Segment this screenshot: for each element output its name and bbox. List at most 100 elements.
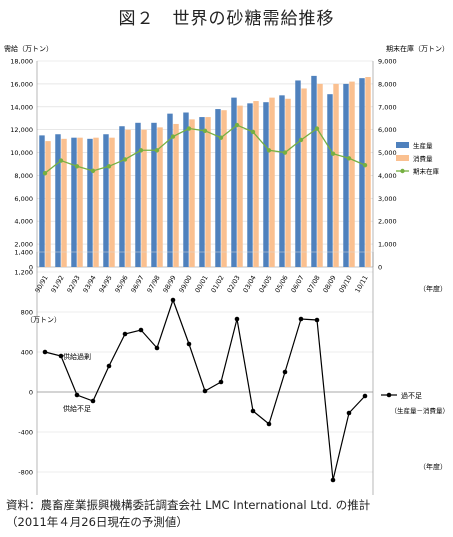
stock-point-98-99 [170,134,176,139]
right-tick-label: 1,000 [378,241,397,249]
bar-production-90-91 [39,135,45,267]
x-tick-label: 02/03 [225,274,241,294]
right-tick-label: 2,000 [378,218,397,226]
x-tick-label: 06/07 [289,274,305,294]
right-axis-label: 期末在庫（万トン） [386,44,449,53]
bar-consumption-07-08 [317,83,323,267]
bar-production-04-05 [263,102,269,267]
bar-production-94-95 [103,134,109,267]
stock-point-91-92 [58,158,64,163]
x-tick-label: 09/10 [337,274,353,294]
x-tick-label: 00/01 [193,274,209,294]
lower-x-unit-label: （年度） [419,462,447,471]
bar-consumption-93-94 [93,137,99,267]
balance-point-09-10 [346,410,352,416]
right-tick-label: 5,000 [378,149,397,157]
left-tick-label: 6,000 [14,195,33,203]
bar-consumption-05-06 [285,98,291,268]
forecast-note: （2011年４月26日現在の予測値） [6,515,188,529]
left-tick-label: 18,000 [10,58,33,66]
x-tick-label: 05/06 [273,274,289,294]
balance-point-01-02 [218,379,224,385]
x-tick-label: 95/96 [113,274,129,294]
bar-consumption-94-95 [109,137,115,267]
bar-consumption-08-09 [333,83,339,267]
bar-production-10-11 [359,78,365,268]
bar-production-00-01 [199,117,205,267]
balance-point-99-00 [186,341,192,347]
right-tick-label: 8,000 [378,80,397,88]
balance-point-03-04 [250,408,256,414]
right-tick-label: 7,000 [378,103,397,111]
x-tick-label: 97/98 [145,274,161,294]
left-axis-label: 需給（万トン） [4,44,53,53]
bar-production-09-10 [343,83,349,267]
lower-tick-label: 400 [21,349,33,357]
annotation-shortage: 供給不足 [63,404,91,413]
stock-point-99-00 [186,126,192,131]
bar-production-95-96 [119,126,125,267]
balance-point-05-06 [282,369,288,375]
lower-tick-label: 800 [21,309,33,317]
x-tick-label: 98/99 [161,274,177,294]
bar-consumption-03-04 [253,101,259,267]
balance-point-08-09 [330,477,336,483]
lower-legend-note: （生産量－消費量） [391,406,450,415]
bar-consumption-10-11 [365,77,371,268]
bar-production-07-08 [311,75,317,267]
x-tick-label: 94/95 [97,274,113,294]
bar-consumption-95-96 [125,129,131,267]
stock-point-10-11 [362,162,368,168]
bar-production-03-04 [247,103,253,267]
balance-point-97-98 [154,345,160,351]
stock-point-08-09 [330,151,336,156]
right-tick-label: 0 [378,264,382,272]
x-tick-label: 99/00 [177,274,193,294]
stock-point-96-97 [138,148,144,153]
bar-consumption-98-99 [173,123,179,267]
stock-point-90-91 [42,170,48,176]
stock-point-94-95 [106,164,112,169]
left-tick-label: 12,000 [10,126,33,134]
stock-point-95-96 [122,157,128,162]
lower-tick-label: 1,200 [14,269,33,277]
source-text: 資料：農畜産業振興機構委託調査会社 LMC International Ltd.… [6,498,371,512]
bar-production-02-03 [231,97,237,267]
source-note: 資料：農畜産業振興機構委託調査会社 LMC International Ltd.… [6,497,370,531]
bar-consumption-02-03 [237,105,243,267]
left-tick-label: 4,000 [14,218,33,226]
x-tick-label: 93/94 [81,274,97,294]
balance-point-98-99 [170,297,176,303]
bar-consumption-91-92 [61,138,67,267]
stock-point-92-93 [74,164,80,169]
balance-point-96-97 [138,327,144,333]
legend-label-production: 生産量 [413,141,433,150]
stock-point-01-02 [218,135,224,140]
bar-production-99-00 [183,112,189,267]
left-tick-label: 0 [29,264,33,272]
balance-point-04-05 [266,421,272,427]
left-tick-label: 2,000 [14,241,33,249]
lower-tick-label: -800 [18,469,33,477]
bar-production-92-93 [71,137,77,267]
balance-point-00-01 [202,388,208,394]
bar-consumption-09-10 [349,81,355,267]
bar-production-96-97 [135,122,141,267]
page-title: 図２ 世界の砂糖需給推移 [118,9,335,29]
x-unit-label: （年度） [419,284,447,293]
left-tick-label: 14,000 [10,103,33,111]
left-tick-label: 10,000 [10,149,33,157]
annotation-surplus: 供給過剰 [63,352,91,361]
balance-point-90-91 [42,349,48,355]
bar-consumption-90-91 [45,141,51,267]
x-tick-label: 07/08 [305,274,321,294]
lower-tick-label: 1,400 [14,249,33,257]
x-tick-label: 10/11 [353,274,369,294]
bar-consumption-01-02 [221,110,227,267]
balance-point-02-03 [234,316,240,322]
balance-point-93-94 [90,398,96,404]
x-tick-label: 92/93 [65,274,81,294]
bar-production-05-06 [279,95,285,267]
bar-consumption-04-05 [269,97,275,267]
bar-consumption-99-00 [189,119,195,267]
